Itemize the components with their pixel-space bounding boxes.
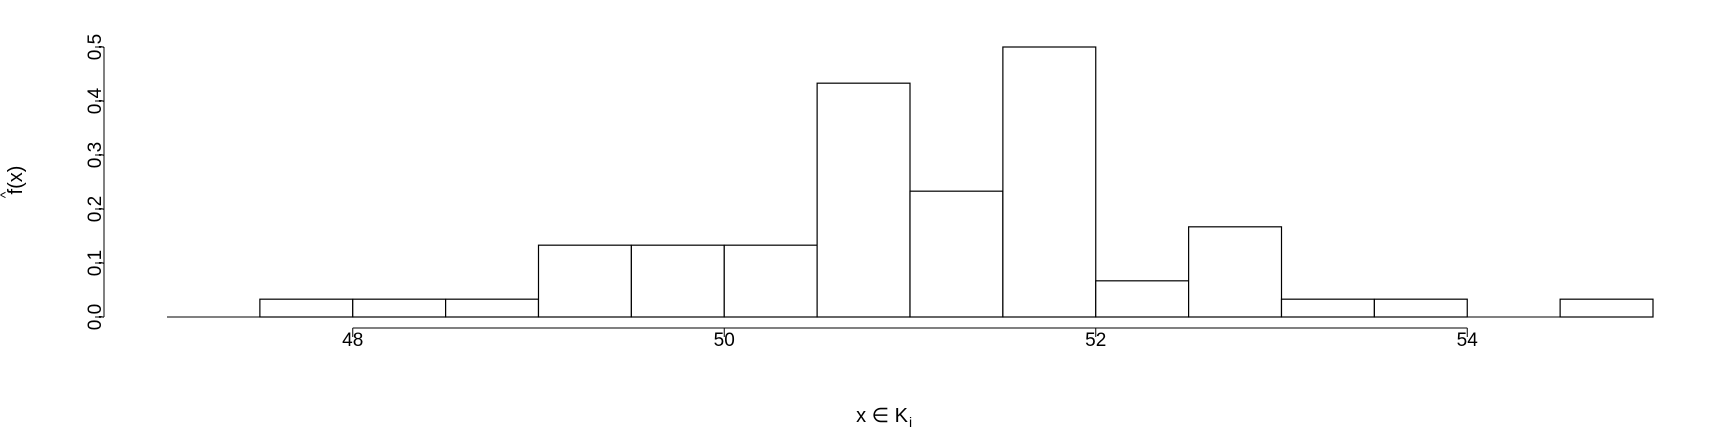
histogram-bar	[1002, 46, 1097, 318]
histogram-bar	[1373, 298, 1468, 318]
x-tick-label: 50	[714, 330, 735, 351]
x-axis-label: x ∈ K	[856, 405, 909, 427]
histogram-bar	[259, 298, 354, 318]
histogram-bar	[816, 82, 911, 318]
y-tick-label: 0,2	[85, 196, 106, 222]
histogram-bar	[1095, 280, 1190, 318]
histogram-bar	[1280, 298, 1375, 318]
x-tick-label: 48	[342, 330, 363, 351]
y-axis: 0,0 0,1 0,2 0,3 0,4 0,5	[85, 34, 106, 330]
histogram-bar	[723, 244, 818, 318]
histogram-bar	[630, 244, 725, 318]
bars-group	[259, 46, 1654, 318]
x-tick-label: 52	[1085, 330, 1106, 351]
histogram-bar	[445, 298, 540, 318]
y-tick-label: 0,4	[85, 87, 106, 114]
y-tick-label: 0,5	[85, 34, 106, 60]
histogram-bar	[909, 190, 1004, 318]
x-tick-label: 54	[1457, 330, 1479, 351]
histogram-bar	[352, 298, 447, 318]
histogram-bar	[1559, 298, 1654, 318]
histogram-bar	[1188, 226, 1283, 318]
y-tick-label: 0,3	[85, 142, 106, 168]
y-axis-label-accent: ^	[0, 191, 13, 198]
y-axis-label: f(x)	[5, 166, 27, 195]
x-axis: 48 50 52 54	[342, 327, 1479, 351]
x-axis-label-subscript: i	[909, 414, 912, 430]
y-tick-label: 0,1	[85, 250, 106, 276]
y-tick-label: 0,0	[85, 304, 106, 330]
histogram-bar	[537, 244, 632, 318]
y-axis-label-group: f(x) ^	[0, 166, 27, 199]
